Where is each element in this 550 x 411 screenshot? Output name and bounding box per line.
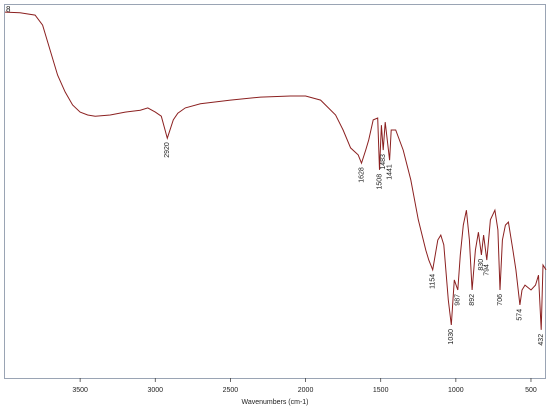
x-tick-label: 2500 — [223, 387, 239, 394]
x-tick-label: 500 — [525, 387, 537, 394]
peak-label: 1030 — [448, 329, 455, 345]
peak-label: 1441 — [386, 164, 393, 180]
x-tick-label: 1500 — [373, 387, 389, 394]
peak-label: 892 — [469, 294, 476, 306]
x-tick-label: 1000 — [448, 387, 464, 394]
x-tick-label: 3000 — [147, 387, 163, 394]
x-tick-label: 2000 — [298, 387, 314, 394]
spectrum-line — [4, 11, 547, 330]
peak-label: 2920 — [164, 142, 171, 158]
peak-label: 830 — [478, 259, 485, 271]
x-tick-label: 3500 — [72, 387, 88, 394]
peak-label: 1483 — [380, 154, 387, 170]
peak-label: 794 — [484, 264, 491, 276]
peak-label: 432 — [538, 334, 545, 346]
x-axis-label: Wavenumbers (cm-1) — [241, 399, 308, 406]
peak-label: 706 — [497, 294, 504, 306]
corner-label: 8 — [6, 5, 11, 14]
peak-label: 1628 — [358, 167, 365, 183]
peak-label: 574 — [517, 309, 524, 321]
peak-label: 1508 — [376, 174, 383, 190]
peak-label: 1154 — [430, 274, 437, 289]
peak-label: 987 — [455, 294, 462, 306]
plot-frame — [4, 4, 546, 379]
